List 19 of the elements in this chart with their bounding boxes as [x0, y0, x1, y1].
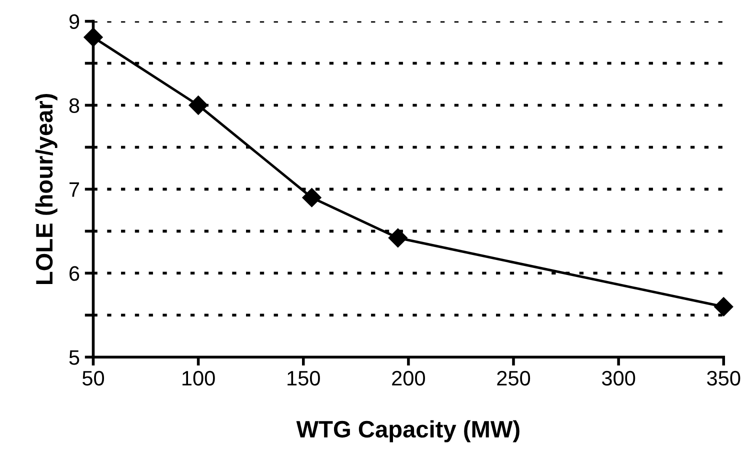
y-axis-title: LOLE (hour/year)	[35, 94, 58, 284]
x-tick-label: 250	[497, 370, 530, 386]
point	[302, 188, 322, 208]
y-tick-label: 6	[70, 266, 80, 281]
x-tick-label: 100	[182, 370, 215, 386]
x-tick-label: 50	[82, 370, 104, 386]
y-tick-label: 7	[70, 182, 80, 197]
y-tick-label: 9	[69, 14, 80, 30]
x-tick-label: 350	[707, 370, 740, 386]
point	[388, 228, 408, 248]
x-tick-label: 300	[602, 370, 636, 386]
y-tick-label: 5	[69, 350, 80, 365]
x-tick-label: 200	[392, 370, 425, 386]
point	[84, 28, 103, 47]
point	[188, 96, 208, 115]
x-tick-label: 150	[288, 370, 320, 386]
y-tick-label: 8	[69, 98, 80, 113]
point	[714, 297, 734, 316]
x-axis-title: WTG Capacity (MW)	[296, 420, 520, 442]
